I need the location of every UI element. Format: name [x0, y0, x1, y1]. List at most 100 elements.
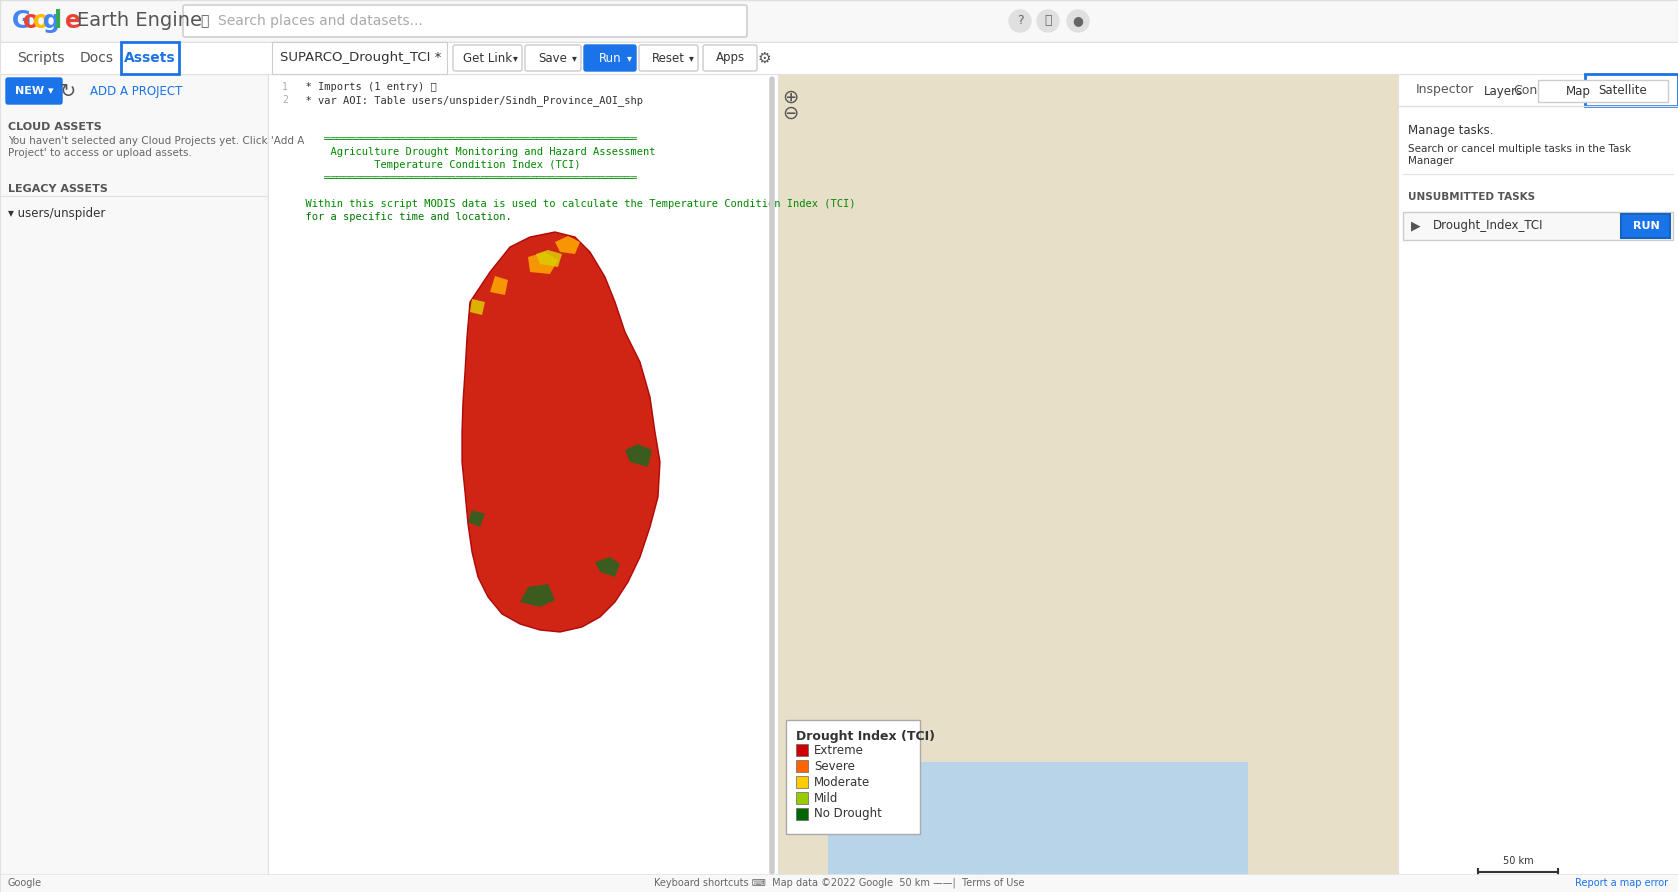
- Polygon shape: [520, 584, 555, 607]
- Text: ↻: ↻: [60, 81, 76, 101]
- Text: Map: Map: [1566, 85, 1591, 97]
- Text: o: o: [34, 9, 49, 33]
- Text: LEGACY ASSETS: LEGACY ASSETS: [8, 184, 107, 194]
- FancyBboxPatch shape: [121, 42, 180, 74]
- Text: Inspector: Inspector: [1416, 84, 1473, 96]
- Text: Keyboard shortcuts ⌨  Map data ©2022 Google  50 km ——|  Terms of Use: Keyboard shortcuts ⌨ Map data ©2022 Goog…: [654, 878, 1024, 888]
- Text: g: g: [44, 9, 60, 33]
- Text: 1: 1: [282, 82, 289, 92]
- Text: No Drought: No Drought: [814, 807, 883, 821]
- Text: ▾: ▾: [688, 53, 693, 63]
- Text: o: o: [22, 9, 39, 33]
- Text: Moderate: Moderate: [814, 775, 871, 789]
- Text: ⊕: ⊕: [782, 87, 799, 106]
- Text: RUN: RUN: [1633, 221, 1660, 231]
- Circle shape: [1008, 10, 1030, 32]
- Text: CLOUD ASSETS: CLOUD ASSETS: [8, 122, 102, 132]
- FancyBboxPatch shape: [795, 760, 809, 772]
- FancyBboxPatch shape: [1539, 80, 1668, 102]
- FancyBboxPatch shape: [0, 874, 1678, 892]
- FancyBboxPatch shape: [7, 78, 62, 104]
- Text: ══════════════════════════════════════════════════: ════════════════════════════════════════…: [294, 173, 636, 183]
- Text: Report a map error: Report a map error: [1576, 878, 1668, 888]
- FancyBboxPatch shape: [1584, 74, 1678, 106]
- Text: Reset: Reset: [653, 52, 685, 64]
- Text: Severe: Severe: [814, 759, 854, 772]
- Text: Temperature Condition Index (TCI): Temperature Condition Index (TCI): [294, 160, 581, 170]
- Text: NEW ▾: NEW ▾: [15, 86, 54, 96]
- Polygon shape: [624, 444, 653, 467]
- Text: e: e: [64, 9, 81, 33]
- Text: Drought_Index_TCI: Drought_Index_TCI: [1433, 219, 1544, 233]
- FancyBboxPatch shape: [0, 0, 1678, 42]
- Text: Drought Index (TCI): Drought Index (TCI): [795, 730, 935, 743]
- Text: ══════════════════════════════════════════════════: ════════════════════════════════════════…: [294, 134, 636, 144]
- Text: ⚙: ⚙: [757, 51, 770, 65]
- Polygon shape: [596, 557, 619, 577]
- Polygon shape: [555, 236, 581, 254]
- Text: 2: 2: [282, 95, 289, 105]
- Text: Run: Run: [599, 52, 621, 64]
- FancyBboxPatch shape: [795, 808, 809, 820]
- Text: SUPARCO_Drought_TCI *: SUPARCO_Drought_TCI *: [280, 52, 441, 64]
- FancyBboxPatch shape: [779, 74, 1678, 892]
- FancyBboxPatch shape: [795, 792, 809, 804]
- Text: Scripts: Scripts: [17, 51, 64, 65]
- FancyBboxPatch shape: [453, 45, 522, 71]
- Text: 50 km: 50 km: [1503, 856, 1534, 866]
- Text: ▶: ▶: [1411, 219, 1421, 233]
- Text: Mild: Mild: [814, 791, 839, 805]
- Text: ●: ●: [1072, 14, 1084, 28]
- Text: Search or cancel multiple tasks in the Task Manager: Search or cancel multiple tasks in the T…: [1408, 144, 1631, 166]
- Text: Earth Engine: Earth Engine: [77, 12, 201, 30]
- Polygon shape: [490, 276, 508, 295]
- Text: Within this script MODIS data is used to calculate the Temperature Condition Ind: Within this script MODIS data is used to…: [294, 199, 856, 209]
- Text: Docs: Docs: [81, 51, 114, 65]
- FancyBboxPatch shape: [1621, 214, 1670, 238]
- Text: ?: ?: [1017, 14, 1024, 28]
- FancyBboxPatch shape: [0, 42, 1678, 74]
- Text: Satellite: Satellite: [1599, 85, 1648, 97]
- FancyBboxPatch shape: [1403, 212, 1673, 240]
- Text: ⬜: ⬜: [1044, 14, 1052, 28]
- Polygon shape: [470, 299, 485, 315]
- Polygon shape: [461, 232, 659, 632]
- Polygon shape: [468, 510, 485, 527]
- Text: ▾: ▾: [512, 53, 517, 63]
- Polygon shape: [535, 250, 562, 267]
- Text: ▾: ▾: [626, 53, 631, 63]
- FancyBboxPatch shape: [795, 776, 809, 788]
- FancyBboxPatch shape: [1398, 74, 1678, 892]
- FancyBboxPatch shape: [795, 744, 809, 756]
- FancyBboxPatch shape: [779, 74, 1678, 892]
- Text: ▾ users/unspider: ▾ users/unspider: [8, 207, 106, 220]
- Text: ADD A PROJECT: ADD A PROJECT: [91, 85, 183, 97]
- FancyBboxPatch shape: [639, 45, 698, 71]
- Text: Console: Console: [1514, 84, 1562, 96]
- Circle shape: [1037, 10, 1059, 32]
- Text: UNSUBMITTED TASKS: UNSUBMITTED TASKS: [1408, 192, 1535, 202]
- Text: Apps: Apps: [715, 52, 745, 64]
- FancyBboxPatch shape: [827, 762, 1248, 892]
- Text: Search places and datasets...: Search places and datasets...: [218, 14, 423, 28]
- Text: Extreme: Extreme: [814, 744, 864, 756]
- FancyBboxPatch shape: [0, 74, 268, 892]
- Text: ▾: ▾: [572, 53, 577, 63]
- FancyBboxPatch shape: [268, 74, 779, 892]
- Text: ⊖: ⊖: [782, 103, 799, 122]
- Polygon shape: [529, 252, 559, 274]
- Text: 🔍: 🔍: [200, 14, 208, 28]
- Text: * Imports (1 entry) 📋: * Imports (1 entry) 📋: [294, 82, 436, 92]
- Text: Get Link: Get Link: [463, 52, 512, 64]
- Text: Google: Google: [8, 878, 42, 888]
- Text: Layers: Layers: [1483, 85, 1522, 97]
- FancyBboxPatch shape: [703, 45, 757, 71]
- Text: You haven't selected any Cloud Projects yet. Click 'Add A
Project' to access or : You haven't selected any Cloud Projects …: [8, 136, 304, 158]
- Text: Save: Save: [539, 52, 567, 64]
- Text: * var AOI: Table users/unspider/Sindh_Province_AOI_shp: * var AOI: Table users/unspider/Sindh_Pr…: [294, 95, 643, 106]
- Text: Agriculture Drought Monitoring and Hazard Assessment: Agriculture Drought Monitoring and Hazar…: [294, 147, 656, 157]
- Circle shape: [1067, 10, 1089, 32]
- FancyBboxPatch shape: [785, 720, 920, 834]
- Text: l: l: [54, 9, 62, 33]
- Text: G: G: [12, 9, 32, 33]
